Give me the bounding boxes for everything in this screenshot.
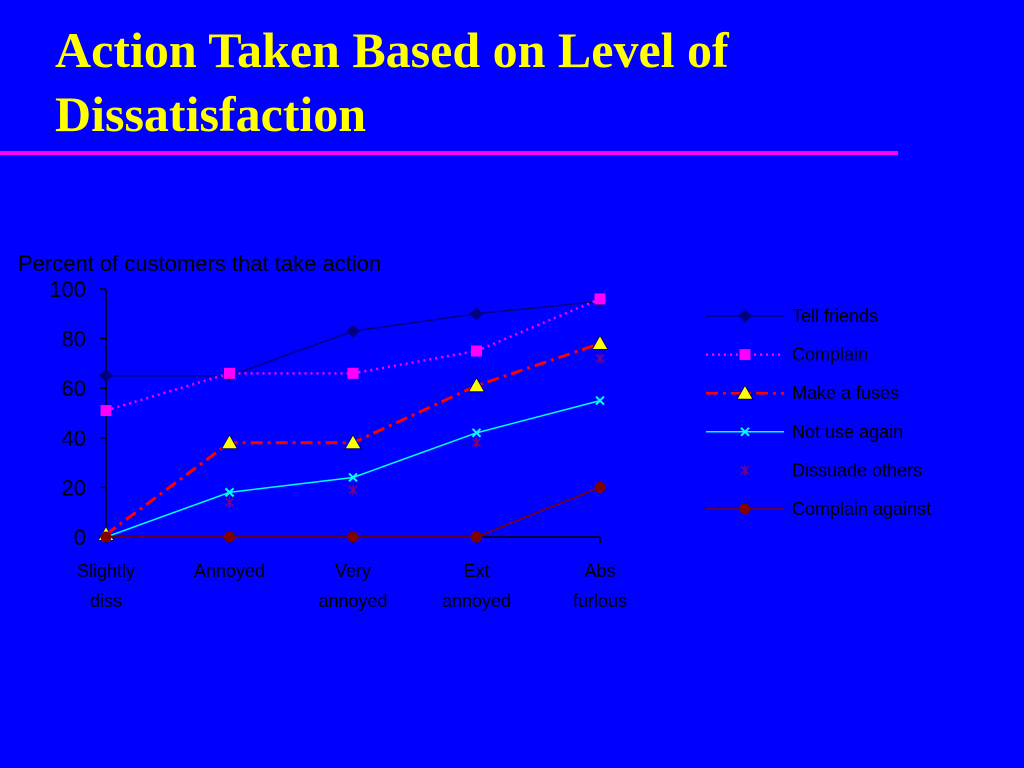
data-point (471, 345, 482, 357)
data-point-stroke (471, 428, 482, 438)
series-complain-against (100, 481, 606, 543)
series-complain (100, 293, 606, 417)
data-point (347, 367, 359, 379)
data-point (469, 307, 484, 321)
slide-title: Action Taken Based on Level of Dissatisf… (55, 18, 955, 146)
legend-item: Complain against (706, 499, 931, 519)
data-point (740, 427, 750, 437)
data-point (471, 437, 482, 448)
legend-label: Complain against (792, 499, 931, 519)
data-point (99, 369, 113, 383)
x-tick-label: Annoyed (194, 561, 265, 581)
data-point (224, 497, 235, 508)
series-make-a-fuses (97, 334, 609, 542)
data-point (348, 472, 358, 483)
data-point (224, 531, 235, 543)
data-point (344, 433, 362, 450)
data-point (471, 531, 482, 543)
x-tick-label: Very (335, 561, 371, 581)
data-point (220, 433, 239, 450)
data-point (738, 309, 752, 323)
legend-item: Complain (706, 345, 868, 365)
data-point (595, 353, 605, 364)
data-point (595, 395, 605, 406)
data-point (736, 384, 754, 400)
series-line (105, 297, 601, 412)
data-point (591, 334, 609, 351)
y-tick-label: 40 (62, 426, 86, 451)
title-divider (0, 151, 898, 155)
x-tick-label: Slightly (77, 561, 135, 581)
legend-label: Make a fuses (792, 383, 899, 403)
data-point (348, 484, 358, 495)
x-tick-label: annoyed (442, 591, 511, 611)
data-point (740, 465, 750, 476)
data-point (594, 293, 606, 305)
chart-legend: Tell friends Complain Make a fuses Not use … (706, 306, 931, 519)
data-point (739, 349, 751, 361)
legend-label: Tell friends (792, 306, 878, 326)
data-point-stroke (740, 427, 750, 437)
x-tick-label: Abs (584, 561, 615, 581)
y-tick-label: 80 (62, 327, 86, 352)
x-tick-label: diss (90, 591, 122, 611)
x-tick-label: annoyed (318, 591, 387, 611)
y-tick-label: 100 (49, 277, 86, 302)
data-point (471, 428, 482, 438)
legend-label: Not use again (792, 422, 903, 442)
y-tick-label: 60 (62, 376, 86, 401)
legend-label: Complain (792, 345, 868, 365)
data-point (100, 531, 112, 543)
series-line (106, 300, 601, 377)
y-tick-label: 20 (62, 475, 86, 500)
data-point (224, 487, 235, 498)
legend-item: Dissuade others (740, 460, 922, 480)
legend-item: Tell friends (706, 306, 878, 326)
legend-item: Make a fuses (706, 383, 899, 403)
data-point-stroke (348, 472, 358, 483)
data-point (224, 367, 235, 379)
data-point-stroke (224, 487, 235, 498)
data-point (347, 531, 359, 543)
x-tick-label: Ext (463, 561, 489, 581)
data-point (100, 405, 112, 417)
y-axis-label: Percent of customers that take action (18, 251, 381, 276)
data-point (594, 481, 606, 493)
y-tick-label: 0 (74, 525, 86, 550)
data-point (467, 376, 486, 393)
slide-title-line-2: Dissatisfaction (55, 86, 367, 142)
x-tick-label: furlous (573, 591, 627, 611)
legend-item: Not use again (706, 422, 903, 442)
data-point-stroke (595, 395, 605, 406)
series-not-use-again (101, 395, 605, 542)
data-point (346, 324, 360, 338)
legend-label: Dissuade others (792, 460, 922, 480)
slide-title-line-1: Action Taken Based on Level of (55, 22, 729, 78)
data-point (739, 503, 751, 515)
